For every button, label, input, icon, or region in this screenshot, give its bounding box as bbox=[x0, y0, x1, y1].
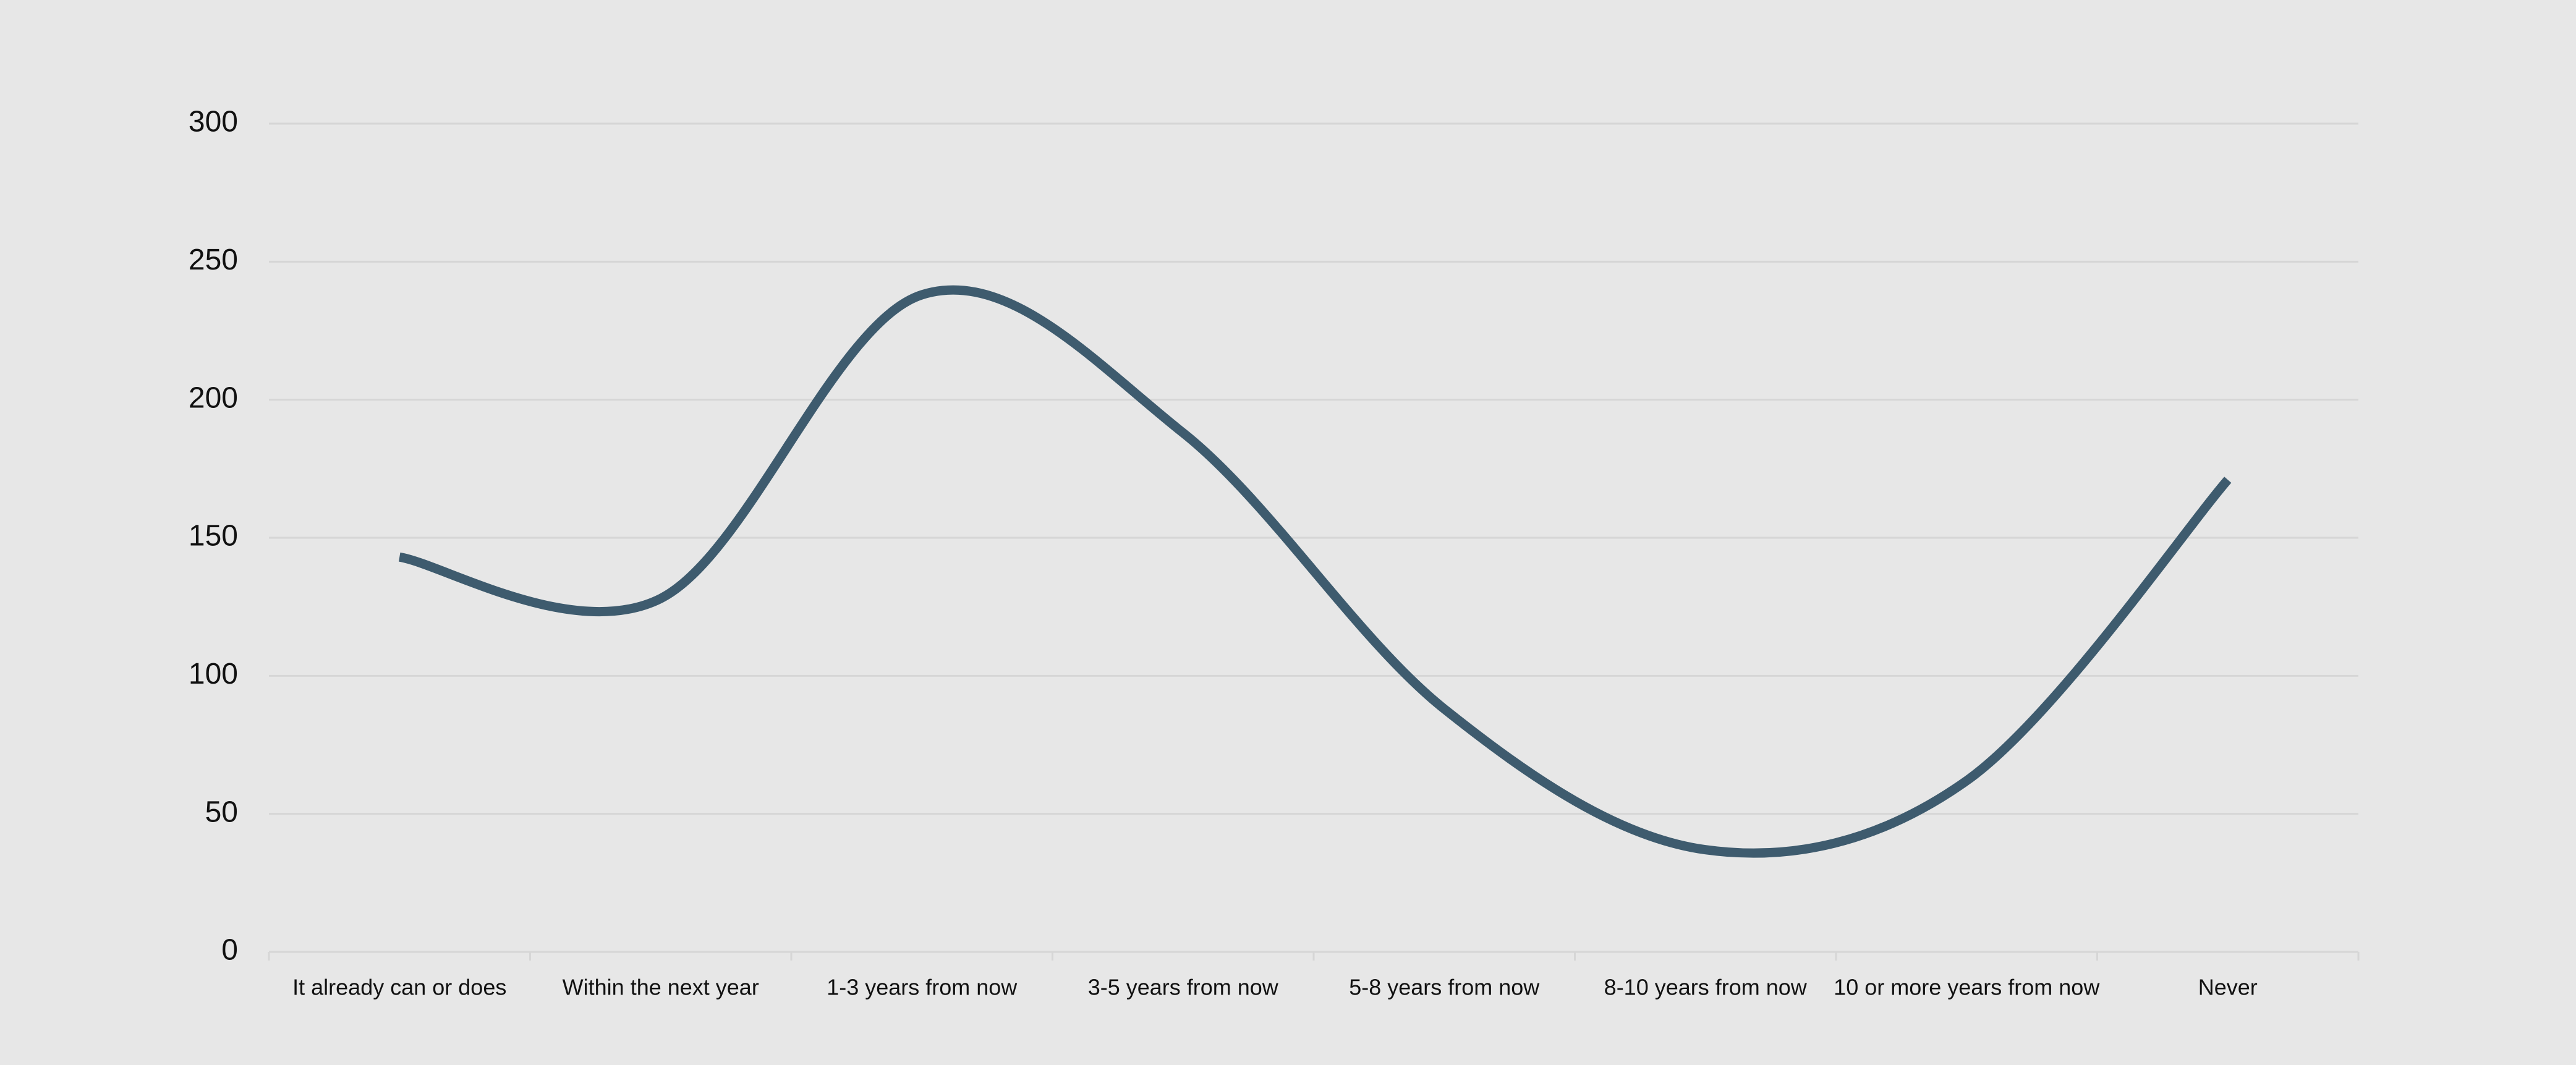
x-tick-label: It already can or does bbox=[292, 975, 506, 1000]
y-tick-label: 0 bbox=[221, 934, 238, 967]
y-tick-label: 300 bbox=[189, 106, 238, 138]
x-tick-label: 3-5 years from now bbox=[1088, 975, 1279, 1000]
y-axis-tick-labels: 0 50 100 150 200 250 300 bbox=[189, 106, 238, 967]
x-tick-label: 5-8 years from now bbox=[1349, 975, 1540, 1000]
y-tick-label: 150 bbox=[189, 520, 238, 553]
x-tick-label: Never bbox=[2198, 975, 2258, 1000]
y-tick-label: 250 bbox=[189, 244, 238, 276]
series-line bbox=[398, 285, 2232, 858]
gridlines bbox=[269, 122, 2358, 815]
series-group bbox=[398, 285, 2232, 858]
x-axis-tick-labels: It already can or does Within the next ye… bbox=[292, 975, 2258, 1000]
x-axis bbox=[268, 951, 2360, 961]
y-tick-label: 200 bbox=[189, 381, 238, 414]
x-tick-label: 1-3 years from now bbox=[827, 975, 1018, 1000]
x-tick-label: 8-10 years from now bbox=[1604, 975, 1808, 1000]
x-tick-label: 10 or more years from now bbox=[1834, 975, 2100, 1000]
x-tick-label: Within the next year bbox=[563, 975, 759, 1000]
y-tick-label: 50 bbox=[205, 796, 238, 828]
y-tick-label: 100 bbox=[189, 658, 238, 690]
